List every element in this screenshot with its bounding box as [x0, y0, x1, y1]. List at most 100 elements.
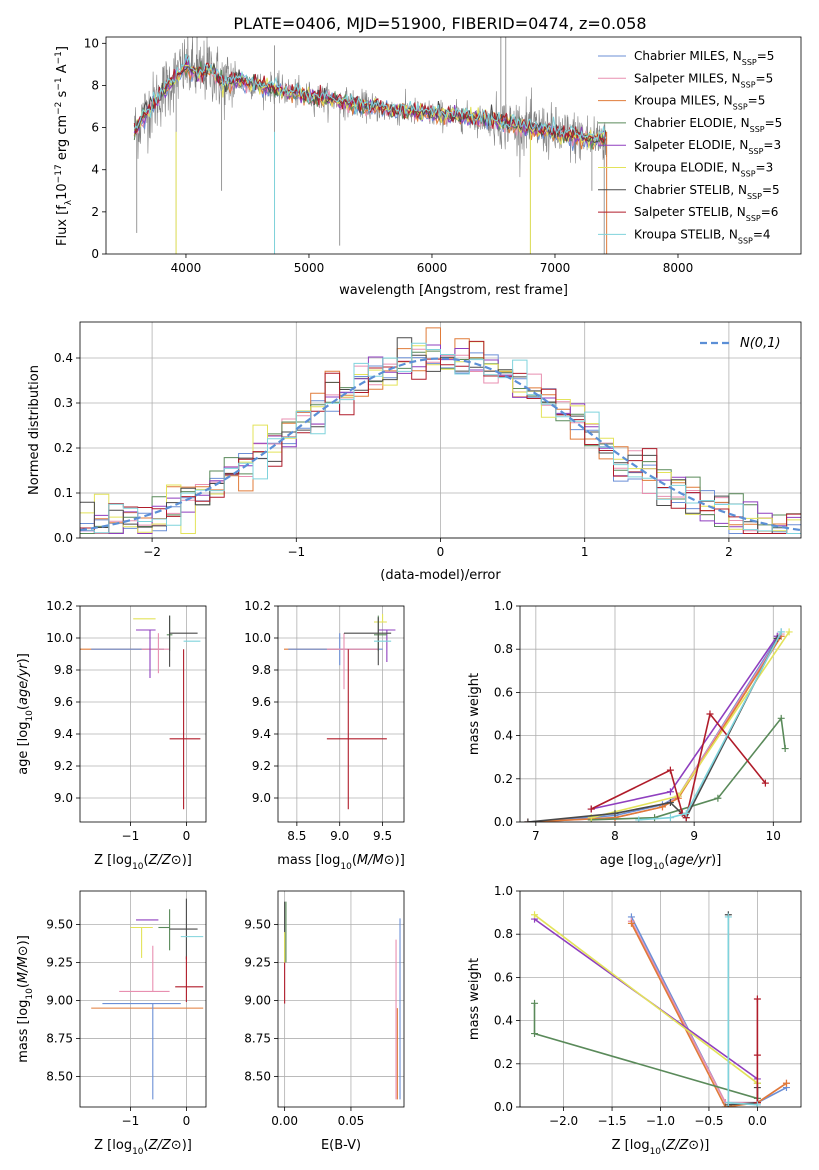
- x-axis-label: E(B-V): [321, 1138, 361, 1153]
- y-tick-label-1: 0.2: [494, 772, 513, 786]
- model-curve-8: [133, 54, 607, 143]
- figure-title: PLATE=0406, MJD=51900, FIBERID=0474, z=0…: [233, 14, 646, 33]
- y-tick-label-1: 8.75: [244, 1032, 271, 1046]
- y-tick-label-4: 9.50: [244, 917, 271, 931]
- plot-area: [80, 327, 801, 534]
- x-tick-label-1: 0: [183, 1114, 191, 1128]
- y-tick-label-2: 9.4: [54, 727, 73, 741]
- weight-line-7: [590, 712, 767, 820]
- histogram-8: [80, 342, 801, 534]
- weight-marker-8-2: [682, 809, 690, 817]
- mass-vs-metallicity-panel: −1 0 8.50 8.75 9.00 9.25 9.50 Z [log10(Z/Z⊙)] ma…: [16, 890, 207, 1157]
- plot-area: [524, 628, 793, 822]
- x-axis-label: wavelength [Angstrom, rest frame]: [339, 283, 568, 298]
- y-axis-label: age [log10(age/yr)]: [16, 653, 35, 775]
- y-tick-label-1: 2: [91, 205, 99, 219]
- y-tick-label-2: 0.4: [494, 729, 513, 743]
- legend-entry-8: Kroupa STELIB, NSSP=4: [634, 227, 771, 245]
- y-tick-label-4: 0.8: [494, 642, 513, 656]
- weight-line-6: [527, 638, 779, 822]
- y-tick-label-6: 10.2: [46, 599, 73, 613]
- x-tick-label-4: 2: [725, 545, 733, 559]
- x-tick-label-3: 1: [581, 545, 589, 559]
- y-tick-label-5: 10.0: [244, 631, 271, 645]
- x-tick-label-1: 5000: [294, 261, 325, 275]
- x-tick-label-0: 8.5: [287, 829, 306, 843]
- x-tick-label-1: 9.0: [330, 829, 349, 843]
- weight-marker-8-1: [724, 1099, 732, 1107]
- x-tick-label-1: 0: [183, 829, 191, 843]
- y-tick-label-5: 1.0: [494, 599, 513, 613]
- x-tick-label-4: 0.0: [748, 1114, 767, 1128]
- weight-marker-7-0: [753, 995, 761, 1003]
- age-vs-mass-panel: 8.5 9.0 9.5 9.0 9.2 9.4 9.6 9.8 10.0 10.2 mass [lo…: [244, 599, 405, 872]
- legend-entry-5: Kroupa ELODIE, NSSP=3: [634, 161, 773, 179]
- y-tick-label-0: 0.0: [494, 815, 513, 829]
- weight-marker-3-3: [777, 714, 785, 722]
- legend-normal-label: N(0,1): [740, 336, 781, 351]
- axes-frame: [79, 605, 207, 823]
- y-axis-label: Normed distribution: [27, 365, 42, 495]
- y-tick-label-2: 9.00: [46, 994, 73, 1008]
- plot-area: [531, 911, 790, 1107]
- x-axis-label: Z [log10(Z/Z⊙)]: [94, 853, 192, 872]
- y-tick-label-3: 6: [91, 121, 99, 135]
- x-tick-label-0: −2: [143, 545, 161, 559]
- y-tick-label-0: 0.0: [54, 531, 73, 545]
- weight-marker-7-1: [753, 1051, 761, 1059]
- y-tick-label-0: 0.0: [494, 1100, 513, 1114]
- x-tick-label-0: −2.0: [549, 1114, 578, 1128]
- weight-line-3: [591, 716, 786, 821]
- weight-marker-8-3: [777, 628, 785, 636]
- y-tick-label-0: 8.50: [46, 1070, 73, 1084]
- legend-entry-0: Chabrier MILES, NSSP=5: [634, 49, 774, 67]
- histogram-2: [80, 327, 801, 534]
- x-axis-label: age [log10(age/yr)]: [600, 853, 722, 872]
- y-tick-label-2: 0.2: [54, 441, 73, 455]
- axes-frame: [105, 36, 802, 255]
- x-axis-label: Z [log10(Z/Z⊙)]: [612, 1138, 710, 1157]
- weight-marker-8-2: [753, 1101, 761, 1107]
- weight-marker-4-1: [666, 788, 674, 796]
- y-axis-label: Flux [fλ10−17 erg cm−2 s−1 A−1]: [54, 46, 74, 246]
- weight-marker-3-1: [651, 814, 659, 822]
- weight-marker-7-1: [666, 766, 674, 774]
- weight-line-2: [630, 923, 787, 1107]
- y-tick-label-0: 8.50: [244, 1070, 271, 1084]
- weight-marker-2-3: [782, 1079, 790, 1087]
- weight-marker-5-0: [531, 911, 539, 919]
- y-tick-label-1: 8.75: [46, 1032, 73, 1046]
- y-tick-label-0: 9.0: [252, 791, 271, 805]
- x-axis-label: (data-model)/error: [380, 568, 501, 583]
- weight-marker-6-1: [611, 809, 619, 817]
- weight-marker-7-4: [706, 710, 714, 718]
- x-tick-label-0: 0.00: [271, 1114, 298, 1128]
- y-tick-label-4: 8: [91, 78, 99, 92]
- x-tick-label-3: −0.5: [694, 1114, 723, 1128]
- axes-frame: [519, 890, 802, 1108]
- y-tick-label-0: 9.0: [54, 791, 73, 805]
- y-tick-label-4: 9.8: [54, 663, 73, 677]
- x-tick-label-3: 10: [766, 829, 781, 843]
- weight-marker-7-0: [587, 805, 595, 813]
- x-tick-label-0: −1: [122, 1114, 140, 1128]
- legend-entry-2: Kroupa MILES, NSSP=5: [634, 94, 765, 112]
- y-tick-label-3: 0.6: [494, 685, 513, 699]
- spectrum-panel: 4000 5000 6000 7000 8000 0 2 4 6 8 10 wavelength [A…: [54, 36, 802, 298]
- x-axis-label: mass [log10(M/M⊙)]: [277, 853, 405, 872]
- mass-vs-ebv-panel: 0.00 0.05 8.50 8.75 9.00 9.25 9.50 E(B-V): [244, 890, 405, 1153]
- plot-area: [91, 898, 204, 1100]
- y-tick-label-6: 10.2: [244, 599, 271, 613]
- x-tick-label-4: 8000: [663, 261, 694, 275]
- weight-marker-3-2: [714, 794, 722, 802]
- x-tick-label-1: 8: [611, 829, 619, 843]
- plot-area: [284, 614, 396, 810]
- x-tick-label-3: 7000: [540, 261, 571, 275]
- y-axis-label: mass weight: [467, 673, 482, 755]
- y-tick-label-4: 0.4: [54, 351, 73, 365]
- y-tick-label-1: 0.1: [54, 486, 73, 500]
- weight-vs-metallicity-panel: −2.0 −1.5 −1.0 −0.5 0.0 0.0 0.2 0.4 0.6 0.8 1.0 Z […: [467, 884, 802, 1157]
- y-tick-label-1: 9.2: [54, 759, 73, 773]
- y-tick-label-1: 9.2: [252, 759, 271, 773]
- weight-line-5: [591, 631, 790, 819]
